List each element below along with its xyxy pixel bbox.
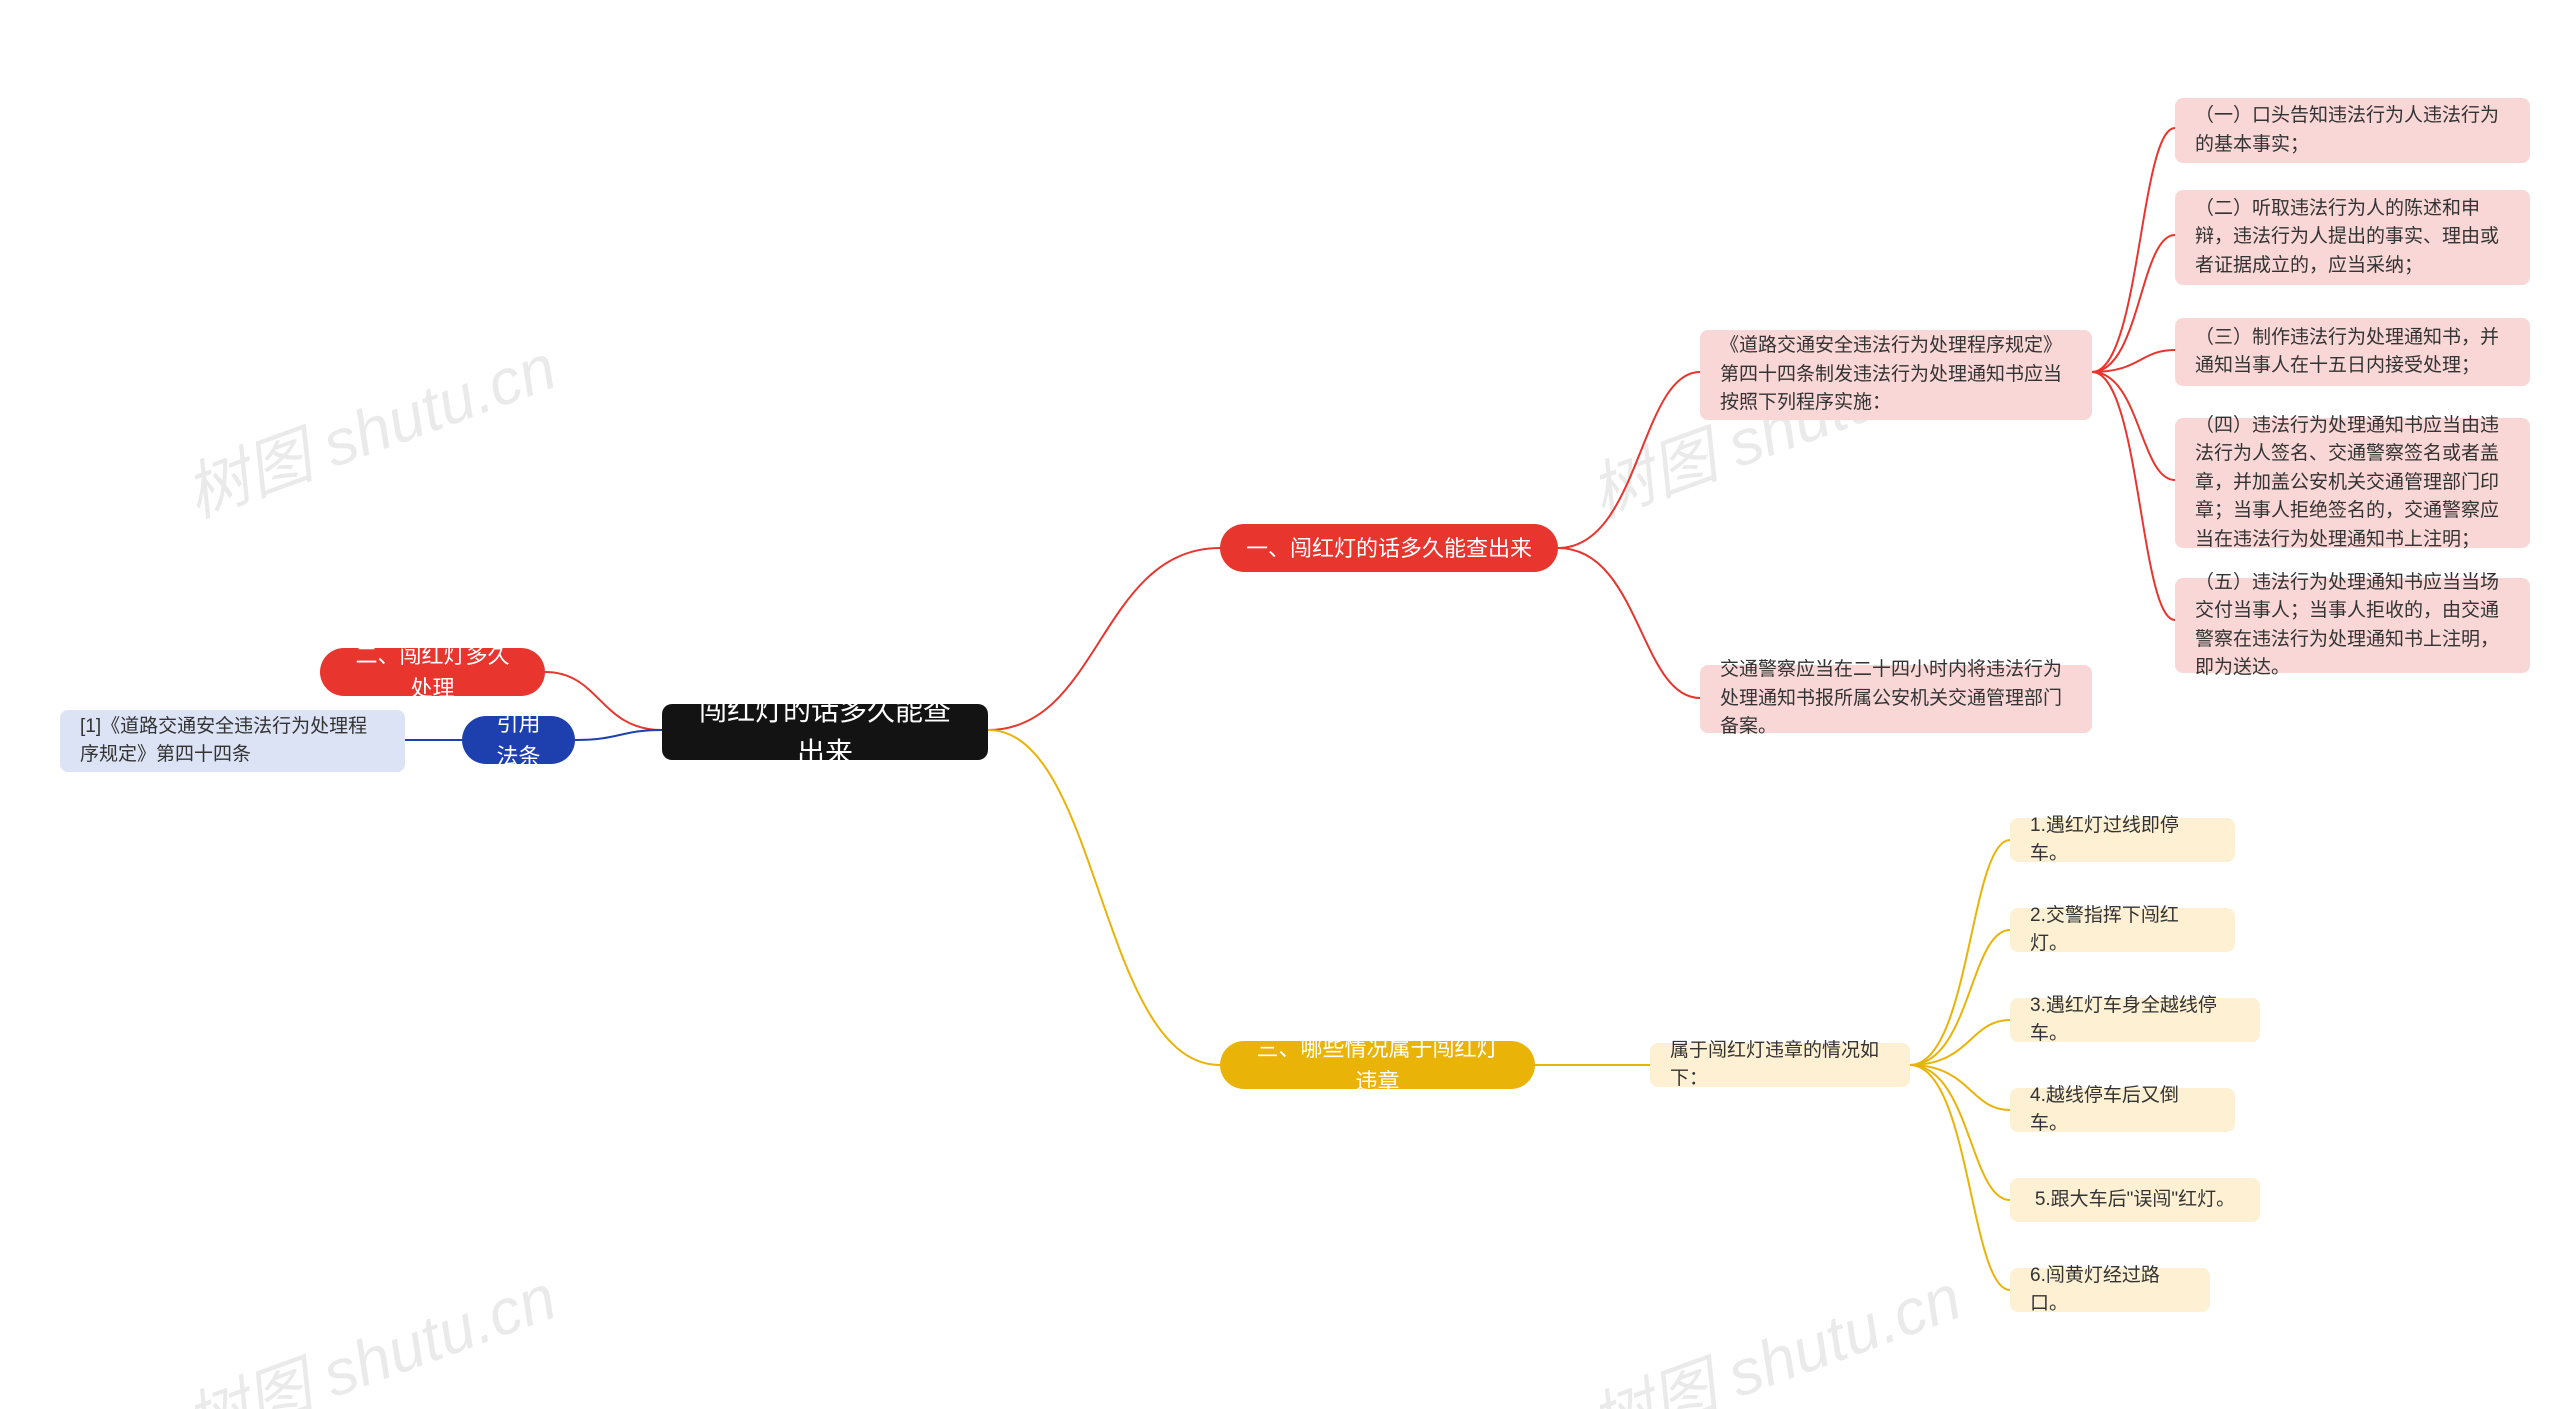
branch-1-leaf-1[interactable]: （一）口头告知违法行为人违法行为的基本事实； xyxy=(2175,98,2530,163)
branch-2[interactable]: 二、闯红灯多久处理 xyxy=(320,648,545,696)
branch-3[interactable]: 三、哪些情况属于闯红灯违章 xyxy=(1220,1041,1535,1089)
branch-1-sub-1[interactable]: 《道路交通安全违法行为处理程序规定》第四十四条制发违法行为处理通知书应当按照下列… xyxy=(1700,330,2092,420)
branch-3-leaf-4[interactable]: 4.越线停车后又倒车。 xyxy=(2010,1088,2235,1132)
branch-3-leaf-6[interactable]: 6.闯黄灯经过路口。 xyxy=(2010,1268,2210,1312)
branch-4-leaf[interactable]: [1]《道路交通安全违法行为处理程序规定》第四十四条 xyxy=(60,710,405,772)
branch-1-sub-2[interactable]: 交通警察应当在二十四小时内将违法行为处理通知书报所属公安机关交通管理部门备案。 xyxy=(1700,665,2092,733)
branch-3-leaf-1[interactable]: 1.遇红灯过线即停车。 xyxy=(2010,818,2235,862)
branch-1[interactable]: 一、闯红灯的话多久能查出来 xyxy=(1220,524,1558,572)
branch-1-leaf-5[interactable]: （五）违法行为处理通知书应当当场交付当事人；当事人拒收的，由交通警察在违法行为处… xyxy=(2175,578,2530,673)
watermark: 树图 shutu.cn xyxy=(171,1246,567,1409)
branch-3-leaf-5[interactable]: 5.跟大车后"误闯"红灯。 xyxy=(2010,1178,2260,1222)
watermark: 树图 shutu.cn xyxy=(1576,1246,1972,1409)
branch-1-leaf-4[interactable]: （四）违法行为处理通知书应当由违法行为人签名、交通警察签名或者盖章，并加盖公安机… xyxy=(2175,418,2530,548)
branch-1-leaf-3[interactable]: （三）制作违法行为处理通知书，并通知当事人在十五日内接受处理； xyxy=(2175,318,2530,386)
branch-1-leaf-2[interactable]: （二）听取违法行为人的陈述和申辩，违法行为人提出的事实、理由或者证据成立的，应当… xyxy=(2175,190,2530,285)
root-node[interactable]: 闯红灯的话多久能查出来 xyxy=(662,704,988,760)
watermark: 树图 shutu.cn xyxy=(171,316,567,535)
branch-3-leaf-2[interactable]: 2.交警指挥下闯红灯。 xyxy=(2010,908,2235,952)
branch-4[interactable]: 引用法条 xyxy=(462,716,575,764)
branch-3-sub[interactable]: 属于闯红灯违章的情况如下： xyxy=(1650,1043,1910,1087)
branch-3-leaf-3[interactable]: 3.遇红灯车身全越线停车。 xyxy=(2010,998,2260,1042)
